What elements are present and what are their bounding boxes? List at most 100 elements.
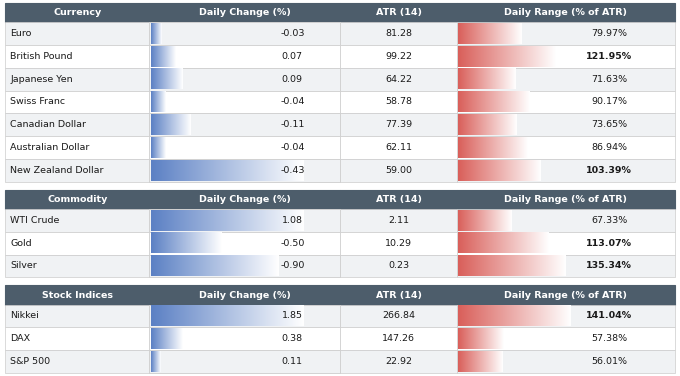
Bar xyxy=(340,305,457,327)
Bar xyxy=(150,209,340,232)
Bar xyxy=(150,327,340,350)
Text: 81.28: 81.28 xyxy=(385,29,412,38)
Bar xyxy=(150,68,340,91)
Bar xyxy=(340,285,457,305)
Text: -0.11: -0.11 xyxy=(280,120,305,129)
Bar xyxy=(457,136,675,159)
Text: 57.38%: 57.38% xyxy=(591,334,628,343)
Bar xyxy=(5,3,150,22)
Bar xyxy=(5,350,150,373)
Bar xyxy=(5,255,150,277)
Bar xyxy=(457,3,675,22)
Text: 22.92: 22.92 xyxy=(385,357,412,366)
Text: Swiss Franc: Swiss Franc xyxy=(10,97,65,106)
Text: -0.50: -0.50 xyxy=(280,239,305,248)
Bar xyxy=(5,68,150,91)
Bar xyxy=(150,255,340,277)
Bar xyxy=(5,285,150,305)
Text: 62.11: 62.11 xyxy=(385,143,412,152)
Text: 266.84: 266.84 xyxy=(382,311,415,320)
Bar xyxy=(150,159,340,182)
Text: 0.38: 0.38 xyxy=(282,334,303,343)
Bar xyxy=(150,22,340,45)
Text: WTI Crude: WTI Crude xyxy=(10,216,60,225)
Text: 71.63%: 71.63% xyxy=(591,75,628,83)
Bar xyxy=(457,190,675,209)
Bar xyxy=(340,350,457,373)
Text: Japanese Yen: Japanese Yen xyxy=(10,75,73,83)
Bar xyxy=(457,305,675,327)
Bar xyxy=(150,22,340,45)
Bar xyxy=(5,209,150,232)
Text: New Zealand Dollar: New Zealand Dollar xyxy=(10,166,103,175)
Text: Daily Change (%): Daily Change (%) xyxy=(199,291,290,300)
Text: 103.39%: 103.39% xyxy=(586,166,632,175)
Text: -0.43: -0.43 xyxy=(280,166,305,175)
Text: 0.11: 0.11 xyxy=(282,357,303,366)
Text: 99.22: 99.22 xyxy=(385,52,412,61)
Text: -0.90: -0.90 xyxy=(280,261,305,270)
Text: Commodity: Commodity xyxy=(47,195,107,204)
Bar xyxy=(457,255,675,277)
Bar xyxy=(150,255,340,277)
Bar xyxy=(150,136,340,159)
Bar xyxy=(150,190,340,209)
Text: DAX: DAX xyxy=(10,334,31,343)
Bar xyxy=(150,45,340,68)
Bar xyxy=(5,305,150,327)
Text: 113.07%: 113.07% xyxy=(586,239,632,248)
Bar xyxy=(5,327,150,350)
Bar xyxy=(5,45,150,68)
Bar xyxy=(150,327,340,350)
Text: 147.26: 147.26 xyxy=(382,334,415,343)
Bar xyxy=(457,68,675,91)
Bar xyxy=(150,113,340,136)
Text: 2.11: 2.11 xyxy=(388,216,409,225)
Text: 59.00: 59.00 xyxy=(385,166,412,175)
Bar xyxy=(457,159,675,182)
Bar xyxy=(340,68,457,91)
Bar xyxy=(150,113,340,136)
Text: 0.23: 0.23 xyxy=(388,261,409,270)
Text: S&P 500: S&P 500 xyxy=(10,357,50,366)
Bar xyxy=(150,159,340,182)
Bar xyxy=(340,232,457,255)
Text: Currency: Currency xyxy=(53,8,101,17)
Text: 64.22: 64.22 xyxy=(385,75,412,83)
Text: Canadian Dollar: Canadian Dollar xyxy=(10,120,86,129)
Text: British Pound: British Pound xyxy=(10,52,73,61)
Text: Daily Change (%): Daily Change (%) xyxy=(199,8,290,17)
Bar xyxy=(150,91,340,113)
Bar xyxy=(150,305,340,327)
Bar xyxy=(150,45,340,68)
Bar xyxy=(5,159,150,182)
Text: 121.95%: 121.95% xyxy=(586,52,632,61)
Bar xyxy=(150,232,340,255)
Bar xyxy=(340,22,457,45)
Text: 1.08: 1.08 xyxy=(282,216,303,225)
Bar xyxy=(5,232,150,255)
Text: Australian Dollar: Australian Dollar xyxy=(10,143,90,152)
Bar xyxy=(150,136,340,159)
Text: Daily Range (% of ATR): Daily Range (% of ATR) xyxy=(505,291,628,300)
Bar xyxy=(150,91,340,113)
Bar xyxy=(457,91,675,113)
Bar xyxy=(150,209,340,232)
Bar xyxy=(457,22,675,45)
Bar xyxy=(457,113,675,136)
Text: 90.17%: 90.17% xyxy=(592,97,628,106)
Text: 135.34%: 135.34% xyxy=(586,261,632,270)
Bar xyxy=(150,68,340,91)
Bar xyxy=(5,190,150,209)
Bar xyxy=(340,255,457,277)
Text: 56.01%: 56.01% xyxy=(592,357,628,366)
Bar xyxy=(150,350,340,373)
Text: ATR (14): ATR (14) xyxy=(375,291,422,300)
Bar xyxy=(150,305,340,327)
Text: 67.33%: 67.33% xyxy=(591,216,628,225)
Bar xyxy=(150,3,340,22)
Text: -0.04: -0.04 xyxy=(280,143,305,152)
Bar xyxy=(457,285,675,305)
Bar xyxy=(5,136,150,159)
Text: Euro: Euro xyxy=(10,29,31,38)
